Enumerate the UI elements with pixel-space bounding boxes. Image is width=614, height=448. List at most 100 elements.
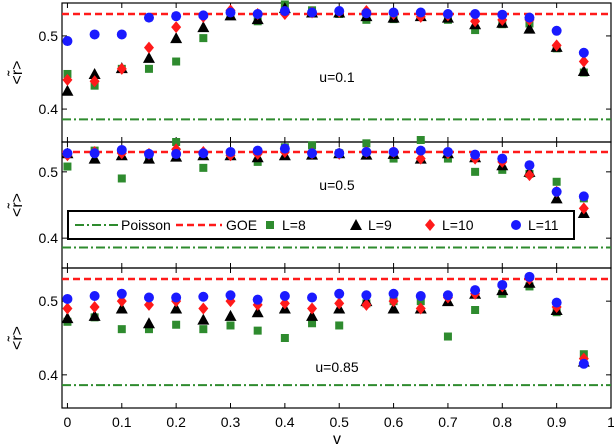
data-point-l11 <box>198 291 209 302</box>
data-point-l11 <box>470 149 481 160</box>
data-point-l9 <box>224 309 237 321</box>
data-point-l11 <box>361 146 372 157</box>
data-point-l11 <box>89 148 100 159</box>
data-point-l9 <box>142 317 155 329</box>
data-point-l8 <box>253 326 262 335</box>
data-point-l8 <box>280 334 289 342</box>
data-point-l8 <box>199 163 208 172</box>
data-point-l9 <box>170 32 183 44</box>
data-point-l11 <box>388 146 399 157</box>
data-point-l8 <box>335 321 344 330</box>
data-point-l9 <box>88 309 101 321</box>
data-point-l10 <box>497 13 508 26</box>
data-point-l11 <box>551 186 562 197</box>
y-tick-label: 0.5 <box>39 28 59 44</box>
data-point-l11 <box>279 6 290 17</box>
data-point-l8 <box>471 167 480 176</box>
legend-l11-label: L=11 <box>528 217 559 233</box>
data-point-l10 <box>62 73 73 86</box>
data-point-l10 <box>578 55 589 68</box>
data-point-l11 <box>442 146 453 157</box>
data-point-l8 <box>308 319 317 328</box>
data-point-l11 <box>361 8 372 19</box>
data-point-l8 <box>199 325 208 334</box>
data-point-l8 <box>226 321 235 330</box>
data-point-l9 <box>577 65 590 77</box>
data-point-l11 <box>524 160 535 171</box>
data-point-l11 <box>116 288 127 299</box>
data-point-l10 <box>307 302 318 315</box>
y-axis-label: <r̃> <box>6 60 26 84</box>
data-point-l9 <box>550 192 563 204</box>
data-point-l10 <box>334 297 345 310</box>
data-point-l11 <box>470 8 481 19</box>
data-point-l8 <box>471 26 480 35</box>
data-point-l10 <box>524 169 535 182</box>
data-point-l11 <box>470 285 481 296</box>
x-tick-label: 1 <box>607 414 614 430</box>
data-point-l11 <box>578 358 589 369</box>
data-point-l10 <box>116 295 127 308</box>
x-tick-label: 0 <box>64 414 72 430</box>
legend-poisson-label: Poisson <box>121 217 171 233</box>
data-point-l8 <box>172 138 181 146</box>
data-point-l11 <box>307 292 318 303</box>
data-point-l11 <box>307 148 318 159</box>
data-point-l11 <box>361 290 372 301</box>
x-axis-label: v <box>333 431 341 448</box>
data-point-l11 <box>524 271 535 282</box>
data-point-l8 <box>63 162 72 171</box>
data-point-l9 <box>306 309 319 321</box>
data-point-l11 <box>252 8 263 19</box>
data-point-l9 <box>170 302 183 314</box>
data-point-l11 <box>388 288 399 299</box>
data-point-l9 <box>88 67 101 79</box>
data-point-l10 <box>415 152 426 165</box>
y-tick-label: 0.4 <box>39 367 59 383</box>
y-tick-label: 0.4 <box>39 230 59 246</box>
data-point-l10 <box>388 295 399 308</box>
data-point-l10 <box>89 301 100 314</box>
legend-l11-swatch <box>511 220 521 230</box>
data-point-l10 <box>578 202 589 215</box>
data-point-l10 <box>551 39 562 52</box>
data-point-l8 <box>199 34 208 43</box>
data-point-l8 <box>117 325 126 334</box>
data-point-l11 <box>62 36 73 47</box>
data-point-l10 <box>279 297 290 310</box>
data-point-l8 <box>144 64 153 73</box>
data-point-l10 <box>62 302 73 315</box>
data-point-l11 <box>497 279 508 290</box>
data-point-l11 <box>252 294 263 305</box>
panel-3-frame <box>61 267 612 409</box>
data-point-l11 <box>89 29 100 40</box>
data-point-l10 <box>198 302 209 315</box>
x-tick-label: 0.1 <box>112 414 132 430</box>
legend-l9-swatch <box>350 219 362 230</box>
data-point-l11 <box>171 148 182 159</box>
x-tick-label: 0.5 <box>329 414 349 430</box>
data-point-l8 <box>144 325 153 334</box>
data-point-l11 <box>143 148 154 159</box>
data-point-l11 <box>578 47 589 58</box>
data-point-l11 <box>334 6 345 17</box>
y-tick-label: 0.5 <box>39 293 59 309</box>
data-point-l8 <box>362 139 371 148</box>
data-point-l11 <box>198 10 209 21</box>
data-point-l9 <box>61 84 74 96</box>
data-point-l11 <box>225 290 236 301</box>
data-point-l11 <box>334 288 345 299</box>
data-point-l10 <box>116 62 127 75</box>
x-tick-label: 0.6 <box>384 414 404 430</box>
data-point-l11 <box>143 292 154 303</box>
data-point-l11 <box>388 7 399 18</box>
data-point-l9 <box>387 302 400 314</box>
x-tick-label: 0.2 <box>166 414 186 430</box>
x-tick-label: 0.8 <box>493 414 513 430</box>
x-tick-label: 0.4 <box>275 414 295 430</box>
data-point-l11 <box>225 146 236 157</box>
x-tick-label: 0.9 <box>547 414 567 430</box>
legend-l10-swatch <box>425 219 435 231</box>
data-point-l11 <box>116 144 127 155</box>
